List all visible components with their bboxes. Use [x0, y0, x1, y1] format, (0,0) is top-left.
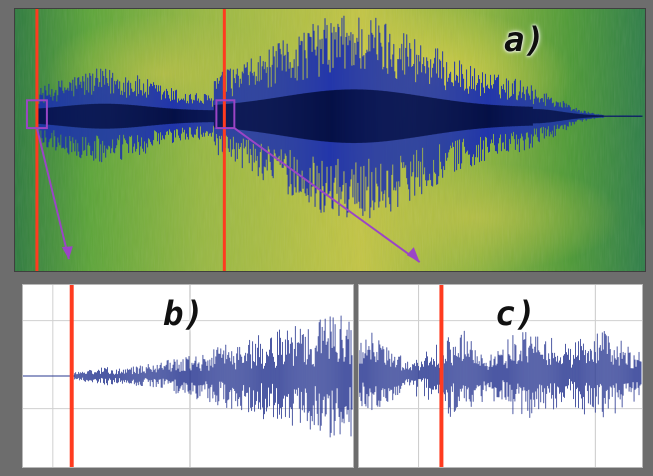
panel-a-label: a)	[504, 20, 545, 60]
panel-b-label: b)	[163, 294, 204, 334]
arrowhead-left-icon	[61, 246, 73, 260]
pointer-arrow-left	[35, 127, 70, 260]
pointer-arrow-right	[233, 127, 421, 263]
waveform-c-svg	[359, 285, 642, 467]
panel-b: b)	[22, 284, 354, 468]
spectrogram-svg	[15, 9, 645, 271]
selection-box-right	[215, 99, 236, 130]
panel-c: c)	[358, 284, 643, 468]
arrowhead-right-icon	[406, 247, 420, 263]
selection-box-left	[25, 99, 48, 130]
waveform-zoom-b	[74, 315, 353, 438]
waveform-main	[38, 15, 643, 219]
panel-c-label: c)	[495, 294, 536, 334]
waveform-b-svg	[23, 285, 353, 467]
panel-a: a)	[14, 8, 646, 272]
